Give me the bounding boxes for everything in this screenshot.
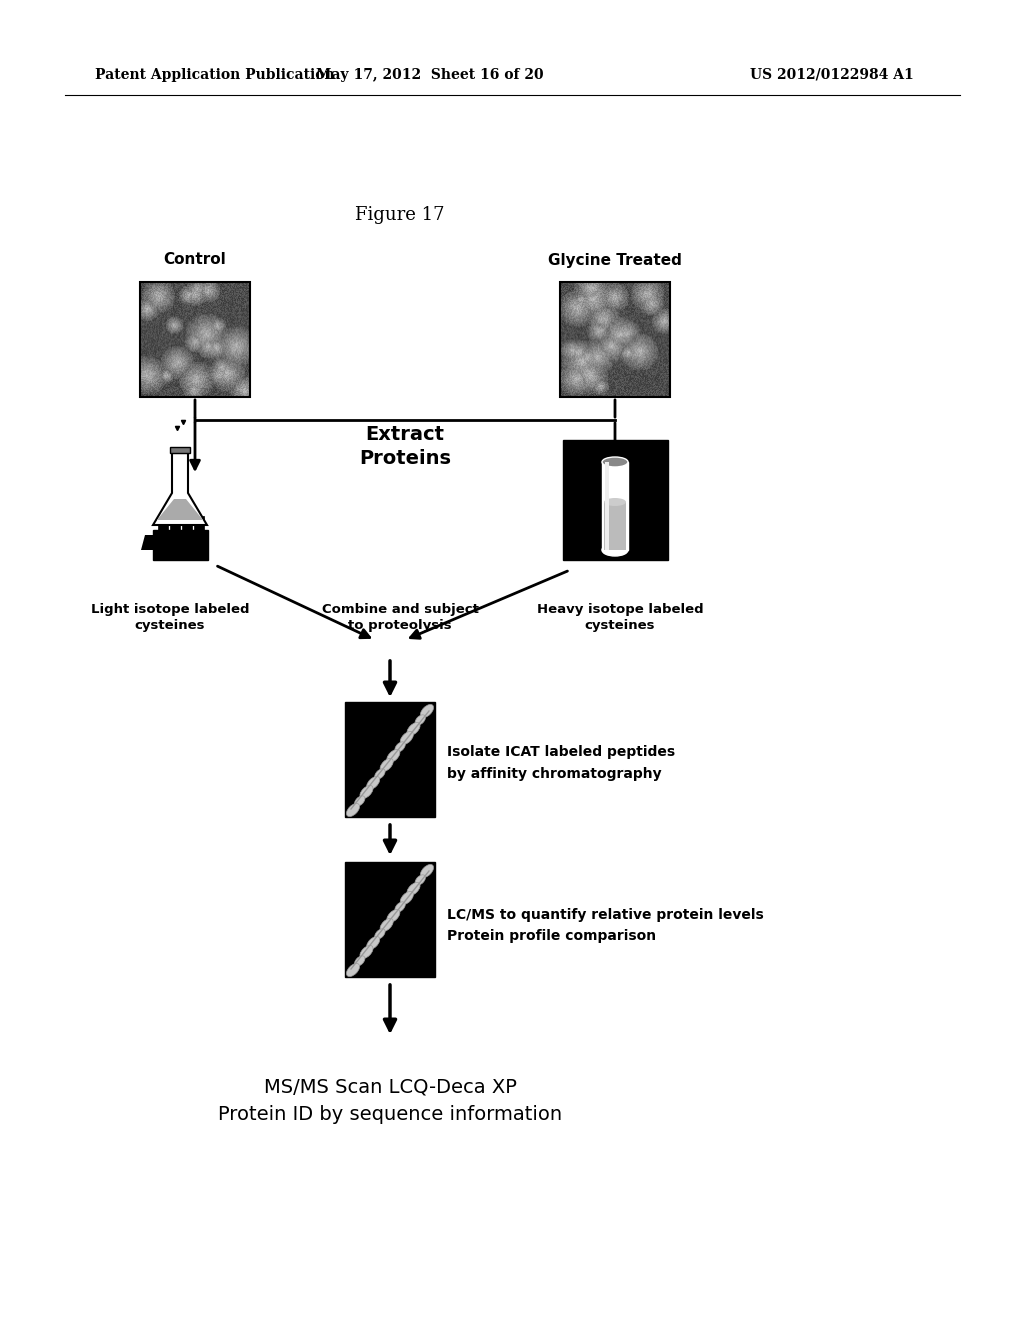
Ellipse shape [602,544,628,556]
Text: Glycine Treated: Glycine Treated [548,252,682,268]
Bar [194,516,204,531]
Ellipse shape [400,891,414,904]
Ellipse shape [346,804,359,817]
Polygon shape [153,453,207,525]
Text: LC/MS to quantify relative protein levels: LC/MS to quantify relative protein level… [447,908,764,921]
Bar [140,282,250,397]
Ellipse shape [387,750,400,763]
Ellipse shape [354,956,365,966]
Ellipse shape [375,929,385,940]
Ellipse shape [407,722,420,735]
Ellipse shape [346,964,359,977]
Ellipse shape [387,909,400,923]
Ellipse shape [400,731,414,744]
Bar [604,502,626,550]
Ellipse shape [380,759,393,772]
Text: Isolate ICAT labeled peptides: Isolate ICAT labeled peptides [447,744,675,759]
Text: Extract
Proteins: Extract Proteins [359,425,451,467]
Ellipse shape [359,785,373,799]
Text: MS/MS Scan LCQ-Deca XP: MS/MS Scan LCQ-Deca XP [263,1077,516,1097]
Bar [158,516,168,531]
Bar [563,440,668,560]
Text: US 2012/0122984 A1: US 2012/0122984 A1 [750,69,913,82]
Text: May 17, 2012  Sheet 16 of 20: May 17, 2012 Sheet 16 of 20 [316,69,544,82]
Bar [605,462,609,550]
Bar [560,282,670,397]
Ellipse shape [395,902,406,912]
Ellipse shape [367,936,380,949]
Ellipse shape [395,742,406,752]
Text: Combine and subject
to proteolysis: Combine and subject to proteolysis [322,603,478,632]
Bar [345,862,435,977]
Ellipse shape [380,919,393,932]
Text: by affinity chromatography: by affinity chromatography [447,767,662,781]
Bar [170,447,190,453]
Polygon shape [157,499,203,520]
Text: Control: Control [164,252,226,268]
Ellipse shape [367,776,380,789]
Ellipse shape [359,945,373,958]
Polygon shape [141,535,153,550]
Text: Patent Application Publication: Patent Application Publication [95,69,335,82]
Bar [602,462,628,550]
Ellipse shape [415,875,425,886]
Ellipse shape [421,705,433,718]
Bar [170,516,180,531]
Ellipse shape [602,457,628,467]
Text: Light isotope labeled
cysteines: Light isotope labeled cysteines [91,603,249,632]
Text: Heavy isotope labeled
cysteines: Heavy isotope labeled cysteines [537,603,703,632]
Ellipse shape [354,796,365,807]
Bar [153,531,208,560]
Ellipse shape [407,883,420,895]
Ellipse shape [604,498,626,506]
Bar [182,516,193,531]
Bar [345,702,435,817]
Ellipse shape [421,865,433,878]
Ellipse shape [375,768,385,779]
Text: Protein profile comparison: Protein profile comparison [447,929,656,942]
Text: Protein ID by sequence information: Protein ID by sequence information [218,1106,562,1125]
Ellipse shape [415,715,425,725]
Text: Figure 17: Figure 17 [355,206,444,224]
